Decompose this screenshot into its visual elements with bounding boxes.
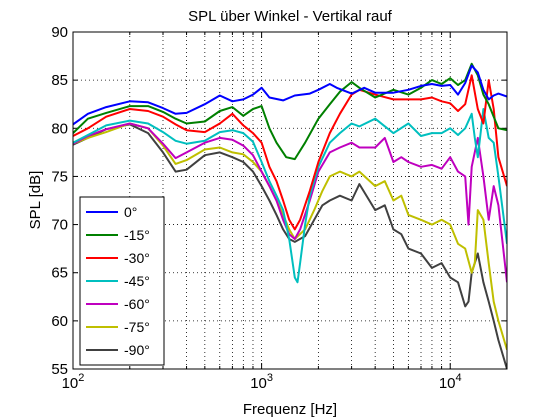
y-tick-label: 90 [51,24,68,41]
legend-label-5: -75° [124,319,150,335]
x-tick-base: 10 [439,375,456,392]
y-tick-label: 55 [51,361,68,378]
legend-label-3: -45° [124,273,150,289]
x-axis-title: Frequenz [Hz] [243,401,337,418]
y-tick-label: 75 [51,168,68,185]
legend-label-4: -60° [124,296,150,312]
plot-frame [72,31,508,370]
x-tick-label: 103 [250,372,273,392]
series-line-2 [73,74,507,231]
series-group [73,62,507,369]
series-line-4 [73,122,507,283]
x-tick-exponent: 2 [78,372,84,384]
x-tick-labels: 102 103 104 [62,372,462,392]
x-tick-label: 104 [439,372,462,392]
y-tick-label: 80 [51,120,68,137]
x-tick-base: 10 [62,375,79,392]
chart-title: SPL über Winkel - Vertikal rauf [188,8,393,25]
y-tick-label: 65 [51,265,68,282]
x-tick-label: 102 [62,372,85,392]
y-tick-label: 70 [51,217,68,234]
legend: 0° -15° -30° -45° -60° -75° -90° [79,196,165,366]
series-line-5 [73,122,507,350]
series-line-6 [73,123,507,369]
series-line-0 [73,64,507,126]
y-tick-label: 60 [51,313,68,330]
x-tick-exponent: 4 [456,372,462,384]
y-tick-labels: 55 60 65 70 75 80 85 90 [51,24,68,378]
y-axis-title: SPL [dB] [27,171,44,230]
legend-label-0: 0° [124,204,137,220]
legend-label-1: -15° [124,227,150,243]
x-tick-exponent: 3 [267,372,273,384]
series-line-3 [73,108,507,284]
legend-label-6: -90° [124,342,150,358]
legend-label-2: -30° [124,250,150,266]
x-tick-base: 10 [250,375,267,392]
y-tick-label: 85 [51,72,68,89]
